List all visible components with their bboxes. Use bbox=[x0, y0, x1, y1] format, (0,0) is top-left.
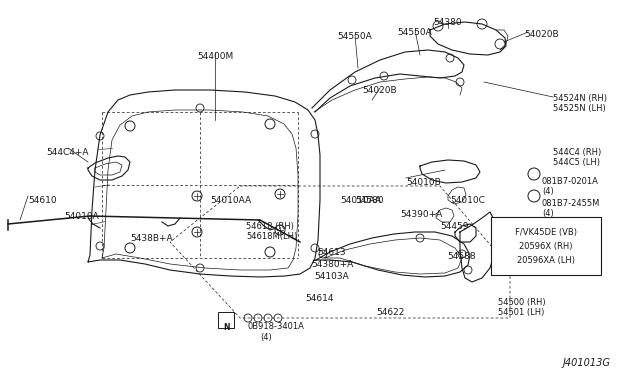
Text: 544C4 (RH): 544C4 (RH) bbox=[553, 148, 601, 157]
Text: F/VK45DE (VB): F/VK45DE (VB) bbox=[515, 228, 577, 237]
Text: 54588: 54588 bbox=[448, 252, 476, 261]
Text: 54010C: 54010C bbox=[450, 196, 485, 205]
Text: 54613: 54613 bbox=[317, 248, 346, 257]
Text: (4): (4) bbox=[542, 187, 554, 196]
Text: 544C4+A: 544C4+A bbox=[47, 148, 89, 157]
FancyBboxPatch shape bbox=[491, 217, 601, 275]
Text: (4): (4) bbox=[260, 333, 272, 342]
Text: 54010AA: 54010AA bbox=[210, 196, 251, 205]
Text: (4): (4) bbox=[542, 209, 554, 218]
Text: J401013G: J401013G bbox=[562, 358, 610, 368]
Text: 54103A: 54103A bbox=[315, 272, 349, 281]
Text: 54550A: 54550A bbox=[338, 32, 372, 41]
Text: 54010B: 54010B bbox=[406, 178, 441, 187]
Text: 54614: 54614 bbox=[306, 294, 334, 303]
Text: 54380: 54380 bbox=[434, 18, 462, 27]
Text: 54524N (RH): 54524N (RH) bbox=[553, 94, 607, 103]
Text: 54459: 54459 bbox=[440, 222, 468, 231]
Text: N: N bbox=[223, 323, 229, 332]
Text: 54618M(LH): 54618M(LH) bbox=[246, 232, 297, 241]
FancyBboxPatch shape bbox=[218, 312, 234, 328]
Text: 0B918-3401A: 0B918-3401A bbox=[248, 322, 305, 331]
Text: 54525N (LH): 54525N (LH) bbox=[553, 104, 605, 113]
Text: 081B7-0201A: 081B7-0201A bbox=[542, 177, 599, 186]
Text: 54550A: 54550A bbox=[397, 28, 433, 37]
Text: 54610: 54610 bbox=[28, 196, 56, 205]
Text: 544C5 (LH): 544C5 (LH) bbox=[553, 158, 600, 167]
Text: 20596XA (LH): 20596XA (LH) bbox=[517, 256, 575, 265]
Text: 5438B+A: 5438B+A bbox=[131, 234, 173, 243]
Text: 081B7-2455M: 081B7-2455M bbox=[542, 199, 600, 208]
Text: 54010A: 54010A bbox=[65, 212, 99, 221]
Text: 20596X (RH): 20596X (RH) bbox=[519, 242, 573, 251]
Text: 54020B: 54020B bbox=[524, 30, 559, 39]
Text: 54390+A: 54390+A bbox=[400, 210, 442, 219]
Text: 54400M: 54400M bbox=[197, 52, 233, 61]
Text: 54580: 54580 bbox=[356, 196, 384, 205]
Text: 54622: 54622 bbox=[376, 308, 404, 317]
Text: 54380+A: 54380+A bbox=[311, 260, 353, 269]
Text: 54010AA: 54010AA bbox=[340, 196, 381, 205]
Text: 54618 (RH): 54618 (RH) bbox=[246, 222, 294, 231]
Text: 54020B: 54020B bbox=[363, 86, 397, 95]
Text: 54500 (RH): 54500 (RH) bbox=[498, 298, 546, 307]
Text: 54501 (LH): 54501 (LH) bbox=[498, 308, 545, 317]
